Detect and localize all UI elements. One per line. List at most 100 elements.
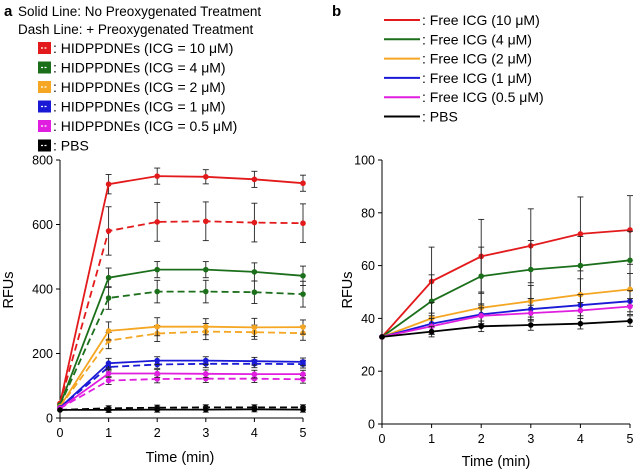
x-tick-label: 0 <box>57 426 64 440</box>
data-point <box>154 323 160 330</box>
data-point <box>478 273 485 279</box>
data-point <box>203 173 209 180</box>
data-point <box>251 375 258 382</box>
panel-a-plot: 0 200 400 600 800 0 1 2 3 4 5 <box>32 154 306 441</box>
data-point <box>203 371 209 377</box>
series-line <box>381 229 631 338</box>
series-line <box>381 259 631 338</box>
series-line <box>381 300 631 338</box>
y-tick-label: 800 <box>32 154 53 168</box>
data-point <box>105 337 112 344</box>
data-point <box>379 334 385 340</box>
data-point <box>154 288 160 295</box>
legend-label: : PBS <box>422 109 458 125</box>
data-point <box>154 406 160 413</box>
series-line <box>381 320 631 338</box>
data-point <box>627 257 633 264</box>
data-point <box>251 269 258 275</box>
y-tick-label: 100 <box>354 154 375 168</box>
series-line <box>60 408 304 411</box>
legend-label: : Free ICG (4 μM) <box>422 31 532 47</box>
data-point <box>105 360 112 366</box>
y-tick-label: 600 <box>32 218 53 232</box>
series-line <box>59 175 304 404</box>
y-tick-label: 20 <box>361 365 375 379</box>
x-tick-label: 4 <box>251 426 258 440</box>
series-line <box>59 359 304 409</box>
data-point <box>300 272 306 279</box>
x-tick-label: 3 <box>527 432 534 446</box>
x-tick-label: 1 <box>105 426 112 440</box>
x-tick-label: 0 <box>379 432 386 446</box>
data-point <box>105 228 112 234</box>
data-point <box>627 318 633 324</box>
y-tick-label: 60 <box>361 259 375 273</box>
x-tick-label: 5 <box>300 426 307 440</box>
data-point <box>528 322 534 328</box>
panel-a-legend: : HIDPPDNEs (ICG = 10 μM) : HIDPPDNEs (IC… <box>38 40 237 154</box>
data-point <box>251 324 258 331</box>
panel-a-letter: a <box>4 3 13 20</box>
data-point <box>577 307 584 314</box>
data-point <box>300 371 306 377</box>
legend-label: : Free ICG (1 μM) <box>422 70 532 86</box>
legend-label: : HIDPPDNEs (ICG = 10 μM) <box>53 40 233 56</box>
legend-label: : Free ICG (0.5 μM) <box>422 89 544 105</box>
y-tick-label: 80 <box>361 206 375 220</box>
data-point <box>300 220 306 227</box>
y-tick-label: 40 <box>361 312 375 326</box>
legend-label: : PBS <box>53 138 89 154</box>
x-tick-label: 1 <box>428 432 435 446</box>
data-point <box>300 359 306 365</box>
legend-label: : HIDPPDNEs (ICG = 1 μM) <box>53 99 226 115</box>
data-point <box>105 407 112 413</box>
panel-a-header-dash: Dash Line: + Preoxygenated Treatment <box>18 22 254 37</box>
series-line <box>59 220 304 404</box>
data-point <box>577 262 584 269</box>
series-line <box>381 305 631 338</box>
data-point <box>203 288 209 295</box>
data-point <box>203 406 209 413</box>
data-point <box>203 218 209 225</box>
data-point <box>203 357 209 364</box>
y-tick-label: 0 <box>368 418 375 432</box>
series-line <box>59 377 304 410</box>
data-point <box>154 370 160 377</box>
data-point <box>105 181 112 187</box>
series-line <box>59 268 304 406</box>
data-point <box>105 377 112 384</box>
data-point <box>251 358 258 365</box>
data-point <box>478 312 485 319</box>
data-point <box>154 357 160 364</box>
y-tick-label: 400 <box>32 283 53 297</box>
panel-b-ylabel: RFUs <box>340 271 356 308</box>
data-point <box>203 323 209 330</box>
series-line <box>59 290 304 406</box>
legend-label: : HIDPPDNEs (ICG = 0.5 μM) <box>53 118 237 134</box>
data-point <box>300 406 306 413</box>
data-point <box>300 180 306 187</box>
data-point <box>203 266 209 273</box>
x-tick-label: 2 <box>478 432 485 446</box>
y-tick-label: 0 <box>46 412 53 426</box>
data-point <box>428 328 435 335</box>
data-point <box>478 323 485 330</box>
data-point <box>154 173 160 179</box>
x-tick-label: 4 <box>577 432 584 446</box>
series-line <box>381 288 631 338</box>
series-line <box>59 330 304 408</box>
series-line <box>59 325 304 408</box>
data-point <box>528 266 534 273</box>
data-point <box>105 274 112 281</box>
x-tick-label: 5 <box>627 432 634 446</box>
series-line <box>59 406 303 411</box>
panel-a-ylabel: RFUs <box>1 271 17 308</box>
data-point <box>105 370 112 377</box>
series-line <box>59 362 304 409</box>
data-point <box>577 231 584 237</box>
data-point <box>154 266 160 273</box>
data-point <box>251 289 258 296</box>
data-point <box>251 219 258 226</box>
series-line <box>59 372 303 410</box>
